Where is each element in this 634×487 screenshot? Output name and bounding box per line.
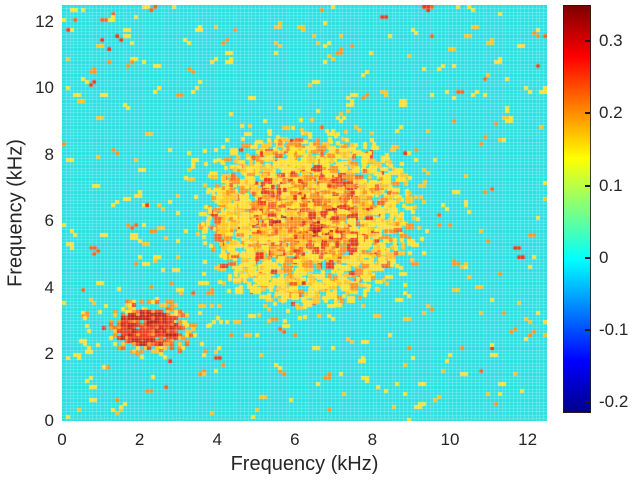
colorbar-tick-label: 0 [599,247,609,267]
colorbar-tick-label: -0.1 [599,319,629,339]
y-tick-label: 2 [44,344,54,364]
heatmap-canvas [62,5,547,421]
x-tick-label: 10 [440,430,460,449]
colorbar-tick-label: -0.2 [599,392,629,412]
y-tick-label: 8 [44,144,54,164]
colorbar-tick-label: 0.3 [599,31,623,51]
x-tick-label: 12 [518,430,538,449]
x-tick-label: 4 [212,430,222,449]
colorbar-tick-mark [585,401,590,404]
y-tick-label: 6 [44,211,54,231]
colorbar-tick-mark [585,256,590,259]
x-tick-label: 6 [290,430,300,449]
x-tick-label: 2 [134,430,145,449]
colorbar-tick-mark [585,328,590,331]
colorbar-tick-mark [585,112,590,115]
heatmap-plot-area [62,5,547,421]
y-tick-label: 4 [44,277,54,297]
colorbar: 0.3 0.2 0.1 0 -0.1 -0.2 [563,5,634,415]
colorbar-tick-label: 0.1 [599,175,623,195]
colorbar-gradient [563,5,591,413]
y-tick-label: 0 [44,411,54,430]
colorbar-tick-label: 0.2 [599,103,623,123]
colorbar-tick-mark [585,184,590,187]
colorbar-tick-mark [585,40,590,43]
y-tick-label: 12 [35,11,54,31]
x-tick-label: 0 [57,430,67,449]
x-tick-label: 8 [367,430,378,449]
x-axis-label: Frequency (kHz) [230,453,379,475]
y-tick-label: 10 [35,78,54,98]
